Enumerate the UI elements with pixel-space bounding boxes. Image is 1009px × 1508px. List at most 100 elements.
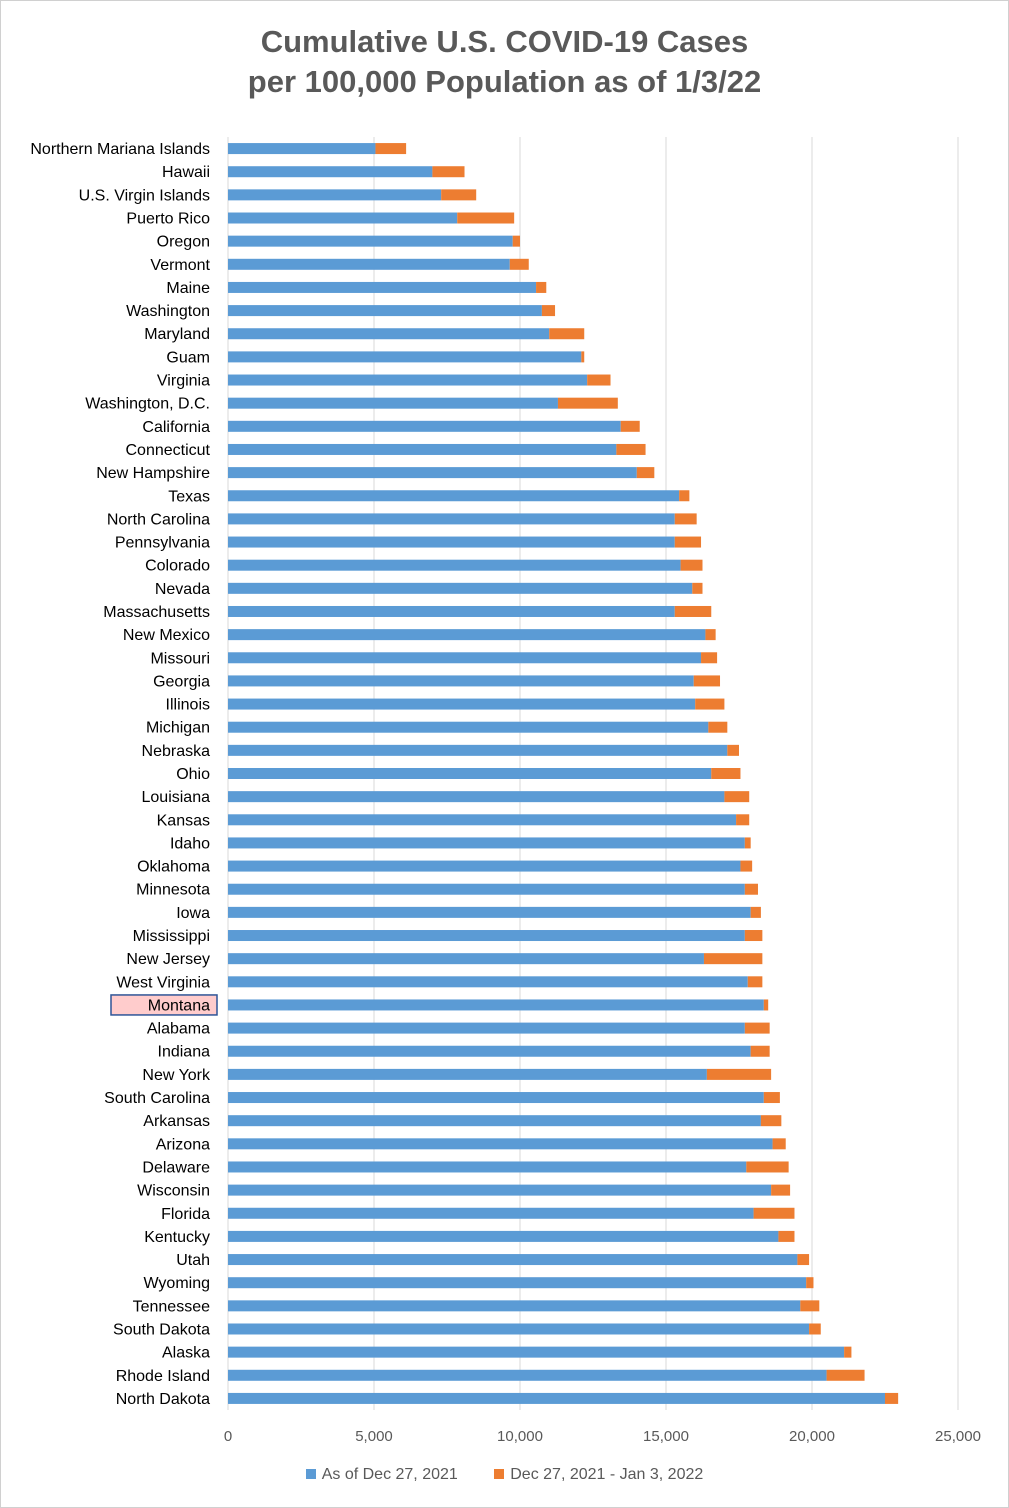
category-label: Utah xyxy=(176,1252,210,1269)
bar-weekly-increase xyxy=(509,258,529,270)
bar-as-of-dec-27 xyxy=(228,1230,779,1242)
legend-item-1: As of Dec 27, 2021 xyxy=(305,1466,458,1484)
category-label: Guam xyxy=(166,349,210,366)
bar-weekly-increase xyxy=(457,212,515,224)
category-label: Montana xyxy=(148,997,210,1014)
bar-weekly-increase xyxy=(705,629,716,641)
bar-as-of-dec-27 xyxy=(228,906,751,918)
bar-as-of-dec-27 xyxy=(228,791,725,803)
bar-weekly-increase xyxy=(541,305,556,317)
bar-weekly-increase xyxy=(753,1207,795,1219)
bar-weekly-increase xyxy=(800,1300,820,1312)
category-label: New York xyxy=(142,1067,211,1084)
category-label: Illinois xyxy=(166,697,210,714)
bar-as-of-dec-27 xyxy=(228,930,745,942)
bar-as-of-dec-27 xyxy=(228,1045,751,1057)
category-label: Rhode Island xyxy=(116,1368,210,1385)
category-label: California xyxy=(142,419,210,436)
category-label: Ohio xyxy=(176,766,210,783)
category-label: Kansas xyxy=(157,812,210,829)
bar-weekly-increase xyxy=(701,652,718,664)
bar-weekly-increase xyxy=(693,675,721,687)
bar-weekly-increase xyxy=(806,1277,814,1289)
bar-weekly-increase xyxy=(549,328,585,340)
bar-weekly-increase xyxy=(744,930,763,942)
bar-weekly-increase xyxy=(536,281,547,293)
bar-weekly-increase xyxy=(740,860,753,872)
category-label: Pennsylvania xyxy=(115,535,210,552)
bar-weekly-increase xyxy=(826,1369,865,1381)
bar-as-of-dec-27 xyxy=(228,1068,707,1080)
bar-as-of-dec-27 xyxy=(228,166,433,178)
legend-label-2: Dec 27, 2021 - Jan 3, 2022 xyxy=(510,1466,704,1483)
bar-as-of-dec-27 xyxy=(228,397,558,409)
bar-weekly-increase xyxy=(750,1045,770,1057)
bar-as-of-dec-27 xyxy=(228,1323,810,1335)
bar-as-of-dec-27 xyxy=(228,721,709,733)
category-label: Texas xyxy=(168,488,210,505)
bar-as-of-dec-27 xyxy=(228,143,376,155)
bar-weekly-increase xyxy=(750,906,761,918)
bar-weekly-increase xyxy=(778,1230,795,1242)
bar-weekly-increase xyxy=(771,1184,791,1196)
bar-weekly-increase xyxy=(763,1092,780,1104)
bar-as-of-dec-27 xyxy=(228,490,680,502)
category-label: Connecticut xyxy=(126,442,211,459)
category-label: Nevada xyxy=(155,581,210,598)
x-tick-label: 15,000 xyxy=(643,1428,689,1445)
bar-as-of-dec-27 xyxy=(228,212,458,224)
bar-as-of-dec-27 xyxy=(228,1022,745,1034)
bar-weekly-increase xyxy=(747,976,763,988)
category-label: Northern Mariana Islands xyxy=(30,141,210,158)
x-tick-label: 25,000 xyxy=(935,1428,981,1445)
bar-as-of-dec-27 xyxy=(228,235,513,247)
bar-as-of-dec-27 xyxy=(228,1254,798,1266)
bar-weekly-increase xyxy=(441,189,477,201)
bar-as-of-dec-27 xyxy=(228,536,675,548)
bar-weekly-increase xyxy=(432,166,465,178)
bar-as-of-dec-27 xyxy=(228,1092,764,1104)
category-label: Arkansas xyxy=(143,1113,210,1130)
bar-weekly-increase xyxy=(744,883,758,895)
bar-as-of-dec-27 xyxy=(228,305,542,317)
bar-as-of-dec-27 xyxy=(228,582,693,594)
bar-as-of-dec-27 xyxy=(228,1300,801,1312)
category-label: Michigan xyxy=(146,720,210,737)
bar-weekly-increase xyxy=(760,1115,782,1127)
bar-weekly-increase xyxy=(512,235,520,247)
bar-as-of-dec-27 xyxy=(228,1277,807,1289)
category-label: Massachusetts xyxy=(103,604,210,621)
category-label: Idaho xyxy=(170,835,210,852)
bar-as-of-dec-27 xyxy=(228,443,617,455)
chart-title-line1: Cumulative U.S. COVID-19 Cases xyxy=(260,24,749,59)
bar-weekly-increase xyxy=(744,1022,770,1034)
bar-as-of-dec-27 xyxy=(228,883,745,895)
bar-as-of-dec-27 xyxy=(228,629,706,641)
bar-weekly-increase xyxy=(616,443,646,455)
bar-weekly-increase xyxy=(587,374,611,386)
category-label: Puerto Rico xyxy=(126,211,210,228)
bar-weekly-increase xyxy=(724,791,750,803)
bar-weekly-increase xyxy=(620,420,640,432)
bar-weekly-increase xyxy=(708,721,728,733)
category-label: Iowa xyxy=(176,905,210,922)
bar-as-of-dec-27 xyxy=(228,467,637,479)
chart-title: Cumulative U.S. COVID-19 Cases per 100,0… xyxy=(0,22,1009,102)
x-tick-label: 20,000 xyxy=(789,1428,835,1445)
bar-weekly-increase xyxy=(703,953,763,965)
bar-as-of-dec-27 xyxy=(228,1392,885,1404)
bar-chart: 0 5,000 10,000 15,000 20,000 25,000 Northern M… xyxy=(30,137,981,1445)
category-label: Maryland xyxy=(144,326,210,343)
category-label: Alaska xyxy=(162,1345,210,1362)
category-label: New Mexico xyxy=(123,627,210,644)
bar-weekly-increase xyxy=(706,1068,772,1080)
bar-as-of-dec-27 xyxy=(228,953,704,965)
bar-as-of-dec-27 xyxy=(228,744,728,756)
bar-weekly-increase xyxy=(744,837,751,849)
category-label: Vermont xyxy=(150,257,210,274)
bar-weekly-increase xyxy=(727,744,739,756)
chart-title-line2: per 100,000 Population as of 1/3/22 xyxy=(247,64,762,99)
bar-weekly-increase xyxy=(763,999,769,1011)
bar-as-of-dec-27 xyxy=(228,837,745,849)
bar-weekly-increase xyxy=(557,397,618,409)
